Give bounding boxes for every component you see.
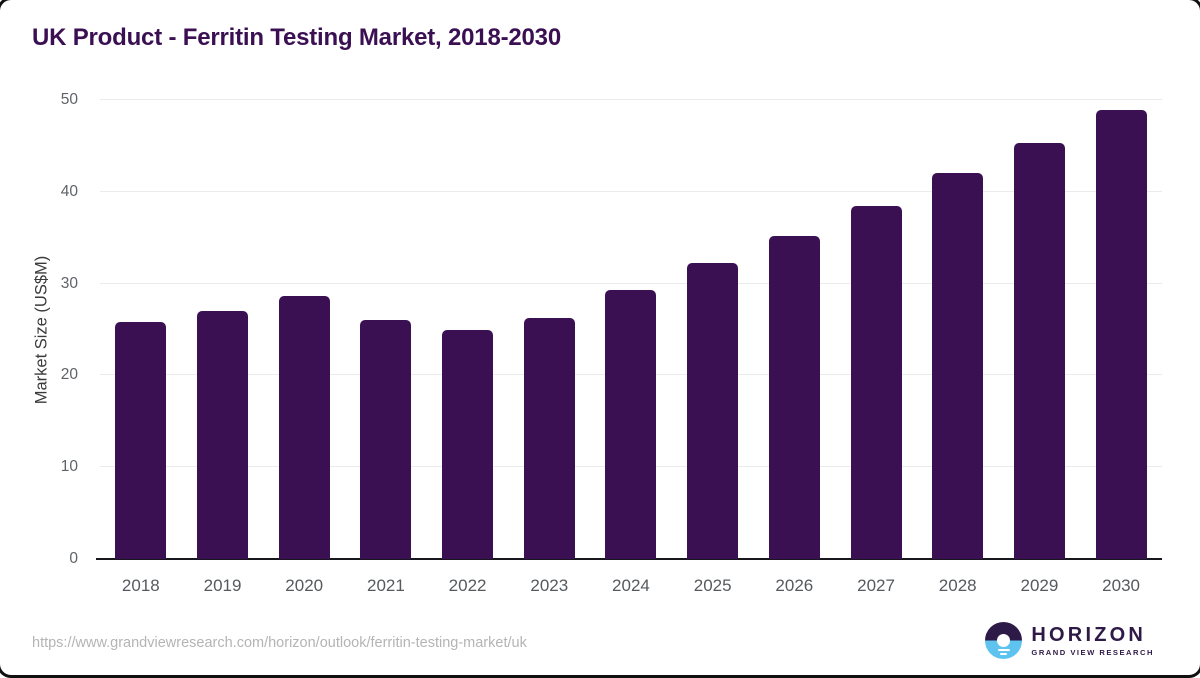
bar-slot-2018 bbox=[100, 100, 182, 559]
chart-title: UK Product - Ferritin Testing Market, 20… bbox=[32, 24, 561, 51]
source-url-text: https://www.grandviewresearch.com/horizo… bbox=[32, 635, 527, 651]
bar-slot-2021 bbox=[345, 100, 427, 559]
gridline-y30 bbox=[100, 282, 1162, 284]
bar-slot-2022 bbox=[427, 100, 509, 559]
bar-slot-2029 bbox=[999, 100, 1081, 559]
bar-slot-2027 bbox=[835, 100, 917, 559]
bar-slot-2030 bbox=[1080, 100, 1162, 559]
bar-slot-2023 bbox=[508, 100, 590, 559]
bar-2020 bbox=[278, 295, 330, 559]
bar-2019 bbox=[197, 311, 249, 559]
bar-slot-2020 bbox=[263, 100, 345, 559]
bar-slot-2026 bbox=[754, 100, 836, 559]
y-tick-label-10: 10 bbox=[60, 458, 78, 476]
bar-2029 bbox=[1013, 143, 1065, 559]
x-tick-label-2027: 2027 bbox=[857, 576, 895, 595]
bars-row bbox=[100, 100, 1162, 559]
bar-2027 bbox=[850, 205, 902, 559]
horizon-line-glyph bbox=[1000, 653, 1008, 656]
y-tick-label-0: 0 bbox=[69, 550, 78, 567]
bar-slot-2024 bbox=[590, 100, 672, 559]
x-tick-label-2021: 2021 bbox=[366, 576, 405, 595]
x-tick-label-2030: 2030 bbox=[1102, 576, 1140, 595]
logo-name: HORIZON bbox=[1031, 623, 1147, 646]
x-tick-label-2028: 2028 bbox=[938, 576, 977, 595]
gridline-y40 bbox=[100, 190, 1162, 192]
bar-2026 bbox=[768, 235, 820, 559]
x-tick-label-2029: 2029 bbox=[1020, 576, 1059, 595]
sun-glyph bbox=[997, 634, 1011, 647]
bar-slot-2025 bbox=[672, 100, 754, 559]
x-tick-label-2023: 2023 bbox=[530, 576, 569, 595]
bar-2025 bbox=[687, 263, 739, 559]
y-tick-label-50: 50 bbox=[60, 91, 78, 108]
y-tick-label-30: 30 bbox=[60, 274, 78, 292]
gridline-y50 bbox=[100, 99, 1162, 100]
bar-2030 bbox=[1095, 110, 1147, 559]
bar-2022 bbox=[442, 330, 494, 559]
plot-area bbox=[96, 99, 1162, 560]
bar-2018 bbox=[115, 322, 167, 559]
bar-slot-2019 bbox=[182, 100, 264, 559]
bar-2024 bbox=[605, 290, 657, 559]
bar-slot-2028 bbox=[917, 100, 999, 559]
y-tick-label-40: 40 bbox=[60, 182, 78, 200]
x-axis-line bbox=[96, 558, 1162, 560]
x-tick-label-2019: 2019 bbox=[203, 576, 242, 595]
horizon-line-glyph bbox=[997, 649, 1010, 652]
y-tick-label-20: 20 bbox=[60, 366, 78, 384]
bar-2028 bbox=[932, 173, 984, 559]
bar-2023 bbox=[523, 317, 575, 559]
x-axis-labels: 2018 2019 2020 2021 2022 2023 2024 2025 2026 2027… bbox=[100, 561, 1162, 596]
x-tick-label-2022: 2022 bbox=[448, 576, 487, 595]
x-tick-label-2024: 2024 bbox=[612, 576, 650, 595]
horizon-sunset-icon bbox=[985, 622, 1023, 659]
logo-text: HORIZON GRAND VIEW RESEARCH bbox=[1031, 625, 1154, 657]
bar-2021 bbox=[360, 320, 412, 559]
logo-subtitle: GRAND VIEW RESEARCH bbox=[1031, 647, 1154, 657]
x-tick-label-2020: 2020 bbox=[285, 576, 324, 595]
x-tick-label-2025: 2025 bbox=[693, 576, 732, 595]
horizon-logo: HORIZON GRAND VIEW RESEARCH bbox=[985, 622, 1154, 659]
x-tick-label-2018: 2018 bbox=[121, 576, 160, 595]
y-axis-ticks: 0 10 20 30 40 50 bbox=[40, 91, 88, 567]
x-tick-label-2026: 2026 bbox=[775, 576, 814, 595]
